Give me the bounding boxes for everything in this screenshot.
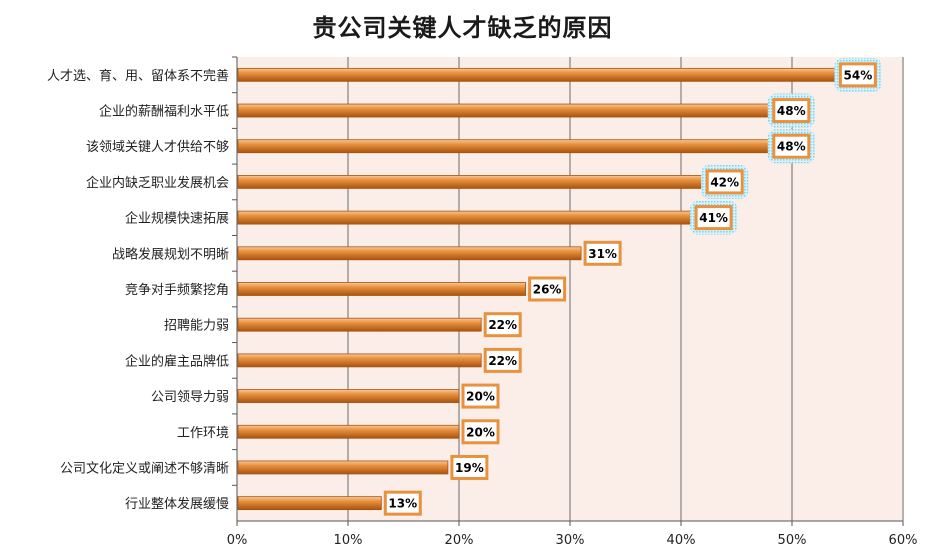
bar [237, 496, 382, 511]
bar [237, 139, 771, 154]
bar [237, 389, 460, 403]
bar [237, 460, 449, 475]
data-label: 22% [488, 354, 517, 368]
data-label-box [705, 169, 744, 195]
data-label-box [838, 62, 877, 88]
category-label: 行业整体发展缓慢 [125, 496, 229, 512]
category-label: 工作环境 [177, 426, 229, 441]
x-tick-label: 60% [889, 533, 918, 548]
data-label-box [772, 133, 811, 159]
bar [237, 103, 771, 118]
x-tick-label: 50% [778, 533, 807, 548]
data-label-box [772, 98, 811, 124]
bar [237, 67, 837, 82]
data-label-box [694, 205, 733, 231]
data-label-box [450, 454, 489, 480]
category-label: 企业的雇主品牌低 [125, 353, 229, 369]
data-label: 22% [488, 318, 517, 332]
category-label: 战略发展规划不明晰 [112, 246, 229, 262]
data-label-box [383, 490, 422, 516]
data-label-box [583, 240, 622, 266]
bar [237, 353, 482, 368]
data-label-box [461, 419, 500, 445]
category-label: 企业的薪酬福利水平低 [99, 104, 229, 120]
data-label: 13% [388, 497, 417, 511]
data-label-box [483, 312, 522, 338]
data-label: 41% [699, 211, 728, 225]
data-label: 54% [844, 68, 873, 82]
category-label: 企业内缺乏职业发展机会 [86, 175, 229, 191]
x-tick-label: 10% [334, 533, 363, 548]
data-label: 31% [588, 247, 617, 261]
category-label: 该领域关键人才供给不够 [86, 140, 229, 155]
data-label-box [461, 383, 500, 409]
x-tick-label: 20% [445, 533, 474, 548]
bar [237, 424, 460, 439]
data-label-box [528, 276, 567, 302]
bar [237, 175, 704, 189]
x-tick-label: 0% [227, 533, 248, 548]
x-tick-label: 30% [556, 533, 585, 548]
data-label-box [483, 347, 522, 373]
category-label: 招聘能力弱 [164, 319, 229, 334]
data-label: 48% [777, 140, 806, 154]
data-label: 20% [466, 390, 495, 404]
bar [237, 246, 582, 261]
category-label: 公司领导力弱 [151, 390, 229, 405]
bar [237, 317, 482, 332]
category-label: 公司文化定义或阐述不够清晰 [60, 461, 229, 476]
data-label: 20% [466, 425, 495, 439]
bar [237, 210, 693, 225]
data-label: 26% [533, 283, 562, 297]
category-label: 企业规模快速拓展 [125, 211, 229, 227]
x-tick-label: 40% [667, 533, 696, 548]
category-label: 人才选、育、用、留体系不完善 [47, 68, 229, 84]
data-label: 48% [777, 104, 806, 118]
chart-title: 贵公司关键人才缺乏的原因 [312, 13, 613, 42]
category-label: 竞争对手频繁挖角 [125, 282, 229, 298]
data-label: 19% [455, 461, 484, 475]
bar [237, 282, 527, 296]
data-label: 42% [710, 175, 739, 189]
